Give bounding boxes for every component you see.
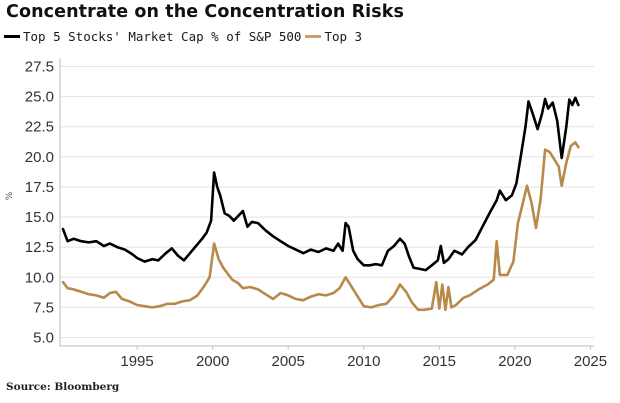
x-tick-label: 2025 [574,353,607,370]
legend-swatch-top3 [305,35,322,38]
series-line-top3 [61,141,580,312]
y-tick-label: 7.5 [33,299,54,316]
legend-item-top3: Top 3 [305,29,362,44]
x-tick-label: 2005 [272,353,305,370]
x-tick-label: 2015 [423,353,456,370]
legend-label-top5: Top 5 Stocks' Market Cap % of S&P 500 [23,29,302,44]
y-axis-label: % [5,191,15,200]
x-axis-ticks: 1995 2000 2005 2010 2015 2020 2025 [120,346,607,370]
y-tick-label: 15.0 [25,209,54,226]
y-tick-label: 25.0 [25,89,54,106]
gridlines [60,65,594,339]
y-tick-label: 20.0 [25,149,54,166]
series-group [61,96,580,312]
legend: Top 5 Stocks' Market Cap % of S&P 500 To… [4,29,366,44]
y-tick-label: 22.5 [25,119,54,136]
series-line-top5 [61,96,580,272]
y-tick-label: 5.0 [33,330,54,347]
legend-item-top5: Top 5 Stocks' Market Cap % of S&P 500 [4,29,301,44]
chart-title: Concentrate on the Concentration Risks [6,2,405,22]
legend-label-top3: Top 3 [324,29,363,44]
y-tick-label: 17.5 [25,179,54,196]
y-axis-ticks: 5.0 7.5 10.0 12.5 15.0 17.5 20.0 22.5 25.0 27.5 [25,58,54,346]
y-tick-label: 12.5 [25,239,54,256]
y-tick-label: 10.0 [25,269,54,286]
x-tick-label: 2010 [347,353,380,370]
x-tick-label: 1995 [120,353,153,370]
source-note: Source: Bloomberg [6,381,120,393]
y-tick-label: 27.5 [25,58,54,75]
x-tick-label: 2000 [196,353,229,370]
legend-swatch-top5 [4,35,20,38]
x-tick-label: 2020 [498,353,531,370]
